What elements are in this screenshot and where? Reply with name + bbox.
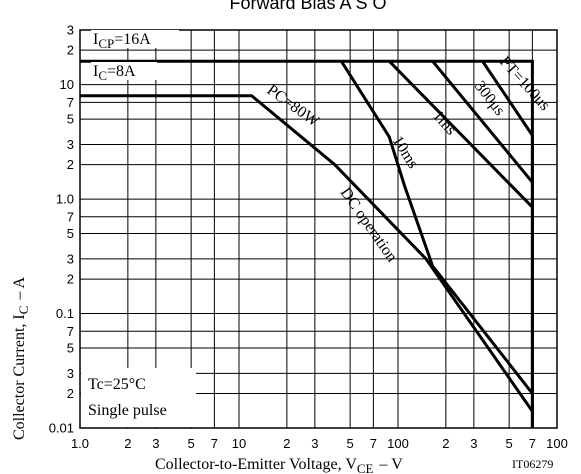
y-tick-label: 7 — [67, 95, 74, 110]
annotation-dc: DC operation — [337, 185, 401, 266]
x-tick-label: 5 — [347, 436, 354, 451]
y-tick-label: 3 — [67, 251, 74, 266]
x-tick-label: 3 — [470, 436, 477, 451]
x-tick-label: 3 — [311, 436, 318, 451]
x-axis-label: Collector-to-Emitter Voltage, VCE – V — [155, 456, 403, 474]
y-tick-label: 2 — [67, 272, 74, 287]
x-tick-label: 5 — [506, 436, 513, 451]
chart-title: Forward Bias A S O — [229, 0, 386, 13]
y-tick-label: 2 — [67, 43, 74, 58]
figure-code: IT06279 — [512, 457, 553, 471]
y-tick-label: 0.1 — [56, 306, 74, 321]
x-tick-label: 7 — [529, 436, 536, 451]
curve-t100us — [481, 60, 534, 428]
x-tick-label: 3 — [152, 436, 159, 451]
svg-text:ICP=16A: ICP=16A — [93, 31, 151, 51]
y-tick-label: 5 — [67, 112, 74, 127]
curve-t1ms — [388, 60, 534, 209]
x-tick-label: 7 — [370, 436, 377, 451]
y-axis-label: Collector Current, IC– A — [11, 276, 31, 440]
y-tick-label: 5 — [67, 226, 74, 241]
annotation-icp: ICP=16A — [91, 30, 179, 51]
y-tick-label: 0.01 — [49, 421, 74, 436]
curve-ic — [80, 94, 534, 413]
y-tick-label: 3 — [67, 137, 74, 152]
pulse-text: Single pulse — [88, 402, 167, 419]
y-tick-label: 7 — [67, 209, 74, 224]
curve-t10ms — [340, 60, 534, 395]
curve-t300us — [431, 60, 534, 184]
ic-text: IC=8A — [93, 63, 136, 83]
tc-text: Tc=25°C — [88, 376, 146, 393]
y-tick-label: 2 — [67, 386, 74, 401]
svg-text:IC=8A: IC=8A — [93, 63, 136, 83]
y-tick-label: 10 — [60, 77, 74, 92]
annotation-ic: IC=8A — [91, 62, 157, 83]
x-tick-label: 7 — [211, 436, 218, 451]
x-tick-label: 10 — [232, 436, 246, 451]
x-tick-label: 5 — [188, 436, 195, 451]
y-tick-label: 5 — [67, 340, 74, 355]
annotation-1ms: 1ms — [429, 107, 459, 138]
x-tick-label: 1.0 — [71, 436, 89, 451]
annotation-pc: PC=80W — [264, 81, 323, 130]
y-tick-label: 7 — [67, 324, 74, 339]
y-tick-label: 3 — [67, 23, 74, 38]
curves — [80, 59, 534, 428]
y-tick-label: 1.0 — [56, 192, 74, 207]
icp-text: ICP=16A — [93, 31, 151, 51]
x-tick-label: 2 — [442, 436, 449, 451]
x-tick-label: 100 — [387, 436, 409, 451]
test-conditions-box: Tc=25°C Single pulse — [81, 368, 196, 427]
x-tick-label: 2 — [124, 436, 131, 451]
x-tick-labels: 1.0 2 3 5 7 10 2 3 5 7 100 2 3 5 7 100 — [71, 436, 568, 451]
x-tick-label: 100 — [546, 436, 568, 451]
y-tick-label: 3 — [67, 366, 74, 381]
plot-frame — [79, 29, 558, 429]
x-tick-label: 2 — [283, 436, 290, 451]
y-tick-label: 2 — [67, 157, 74, 172]
